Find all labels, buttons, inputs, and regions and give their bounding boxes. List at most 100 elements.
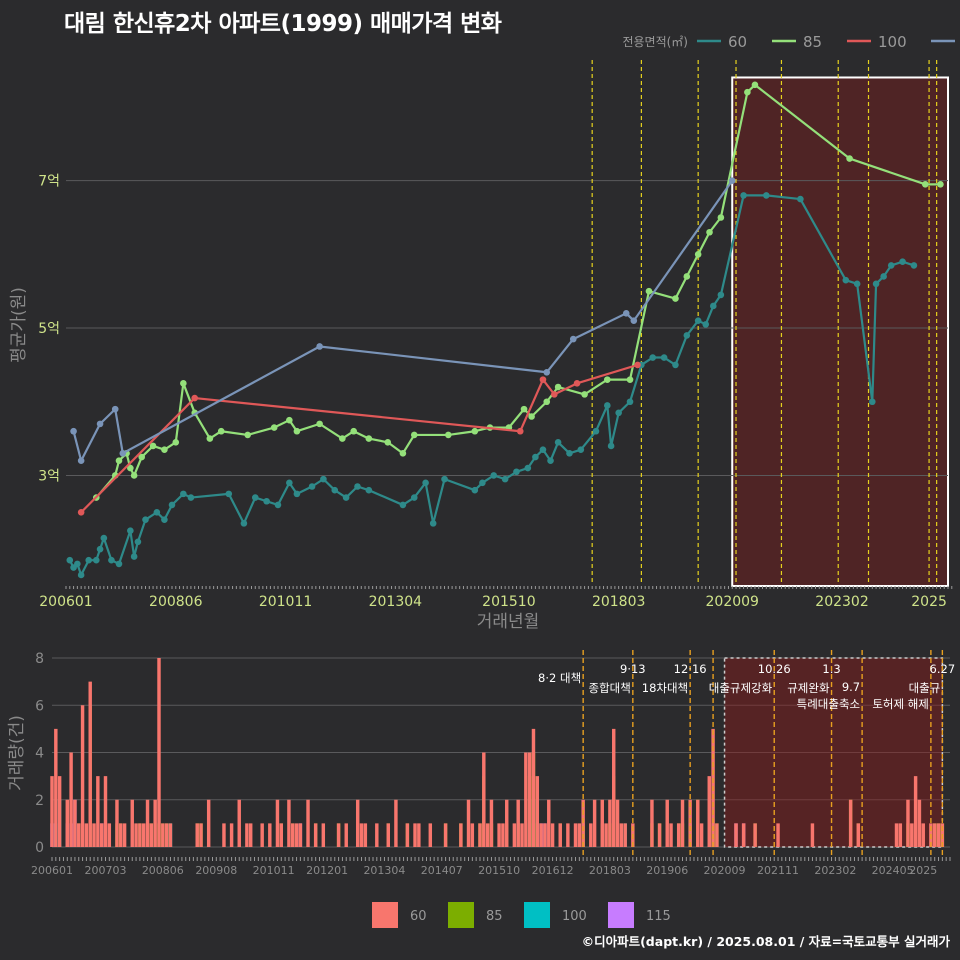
data-point-85 bbox=[161, 446, 168, 453]
volume-bar-60 bbox=[615, 799, 620, 847]
policy-label: 8·2 대책 bbox=[538, 671, 581, 685]
data-point-115 bbox=[96, 420, 104, 428]
volume-legend-label-115: 115 bbox=[646, 909, 671, 924]
volume-bar-60 bbox=[92, 823, 96, 847]
volume-bar-60 bbox=[248, 823, 253, 847]
policy-label: 규제완화 bbox=[787, 681, 830, 695]
data-point-60 bbox=[286, 479, 293, 487]
data-point-100 bbox=[539, 376, 547, 383]
data-point-100 bbox=[77, 509, 85, 516]
data-point-115 bbox=[70, 427, 77, 435]
volume-bar-60 bbox=[355, 799, 360, 847]
volume-x-tick-label: 200908 bbox=[195, 864, 237, 877]
volume-bar-60 bbox=[623, 823, 627, 847]
volume-bar-60 bbox=[298, 823, 303, 847]
data-point-115 bbox=[543, 368, 551, 376]
volume-bar-60 bbox=[592, 799, 597, 847]
data-point-60 bbox=[410, 494, 418, 501]
policy-label: 9.7 bbox=[842, 680, 860, 694]
data-point-85 bbox=[672, 295, 679, 302]
data-point-60 bbox=[853, 280, 861, 288]
data-point-60 bbox=[130, 553, 138, 560]
volume-legend-label-100: 100 bbox=[562, 909, 587, 924]
data-point-115 bbox=[77, 457, 85, 465]
volume-bar-60 bbox=[619, 823, 624, 847]
data-point-60 bbox=[187, 494, 195, 501]
volume-legend-swatch-60 bbox=[372, 902, 398, 928]
series-line-100 bbox=[80, 363, 638, 514]
data-point-85 bbox=[384, 438, 392, 446]
data-point-85 bbox=[744, 88, 751, 96]
data-point-60 bbox=[880, 273, 887, 280]
data-point-60 bbox=[168, 501, 176, 509]
data-point-60 bbox=[342, 494, 350, 501]
data-point-85 bbox=[339, 435, 346, 442]
policy-label: 종합대책 bbox=[589, 681, 631, 695]
data-point-60 bbox=[77, 571, 85, 579]
x-tick-label: 201510 bbox=[482, 594, 535, 610]
data-point-60 bbox=[910, 262, 918, 269]
data-point-60 bbox=[660, 354, 668, 361]
volume-bar-60 bbox=[206, 799, 211, 847]
data-point-85 bbox=[286, 416, 293, 424]
volume-bar-60 bbox=[936, 823, 941, 847]
data-point-85 bbox=[180, 380, 187, 387]
volume-bar-60 bbox=[657, 823, 662, 847]
data-point-85 bbox=[717, 214, 725, 221]
data-point-60 bbox=[100, 534, 108, 542]
volume-bar-60 bbox=[69, 752, 73, 847]
y-tick-label: 3억 bbox=[38, 468, 60, 484]
volume-bar-60 bbox=[577, 823, 582, 847]
data-point-85 bbox=[694, 251, 702, 258]
volume-bar-60 bbox=[73, 799, 77, 847]
volume-x-tick-label: 201803 bbox=[589, 864, 631, 877]
volume-bar-60 bbox=[910, 823, 914, 847]
data-point-85 bbox=[138, 453, 146, 461]
data-point-60 bbox=[532, 453, 539, 461]
data-point-60 bbox=[161, 516, 168, 523]
policy-label: 대출규제강화 bbox=[709, 681, 773, 695]
volume-bar-60 bbox=[589, 823, 593, 847]
volume-bar-60 bbox=[466, 799, 471, 847]
volume-bar-60 bbox=[291, 823, 295, 847]
volume-bar-60 bbox=[145, 799, 150, 847]
volume-bar-60 bbox=[612, 728, 616, 847]
data-point-60 bbox=[331, 486, 339, 494]
volume-bar-60 bbox=[103, 776, 108, 847]
volume-bar-60 bbox=[138, 823, 142, 847]
volume-bar-60 bbox=[279, 823, 283, 847]
series-line-60 bbox=[68, 194, 915, 577]
volume-bar-60 bbox=[245, 823, 249, 847]
volume-bar-60 bbox=[550, 823, 555, 847]
data-point-60 bbox=[490, 472, 498, 479]
volume-bar-60 bbox=[676, 823, 681, 847]
data-point-100 bbox=[551, 391, 558, 398]
data-point-60 bbox=[240, 520, 248, 527]
data-point-60 bbox=[887, 262, 895, 269]
data-point-60 bbox=[607, 442, 615, 450]
volume-bar-60 bbox=[921, 823, 925, 847]
volume-bar-60 bbox=[688, 799, 692, 847]
data-point-85 bbox=[350, 427, 357, 435]
volume-bar-60 bbox=[696, 799, 700, 847]
volume-bar-60 bbox=[501, 823, 505, 847]
volume-bar-60 bbox=[195, 823, 199, 847]
data-point-60 bbox=[566, 450, 573, 457]
data-point-60 bbox=[554, 438, 562, 446]
volume-bar-60 bbox=[715, 823, 719, 847]
legend-label-100: 100 bbox=[878, 33, 907, 51]
volume-y-tick-label: 6 bbox=[35, 698, 44, 714]
data-point-60 bbox=[740, 192, 747, 199]
volume-bar-60 bbox=[489, 799, 494, 847]
data-point-60 bbox=[180, 490, 187, 498]
volume-x-tick-label: 200806 bbox=[142, 864, 184, 877]
data-point-60 bbox=[539, 446, 547, 453]
data-point-85 bbox=[581, 391, 588, 398]
data-point-60 bbox=[142, 516, 149, 523]
volume-bar-60 bbox=[906, 799, 910, 847]
volume-bar-60 bbox=[394, 799, 398, 847]
volume-bar-60 bbox=[848, 799, 853, 847]
data-point-60 bbox=[108, 556, 115, 564]
volume-bar-60 bbox=[524, 752, 528, 847]
volume-x-tick-label: 201201 bbox=[306, 864, 348, 877]
